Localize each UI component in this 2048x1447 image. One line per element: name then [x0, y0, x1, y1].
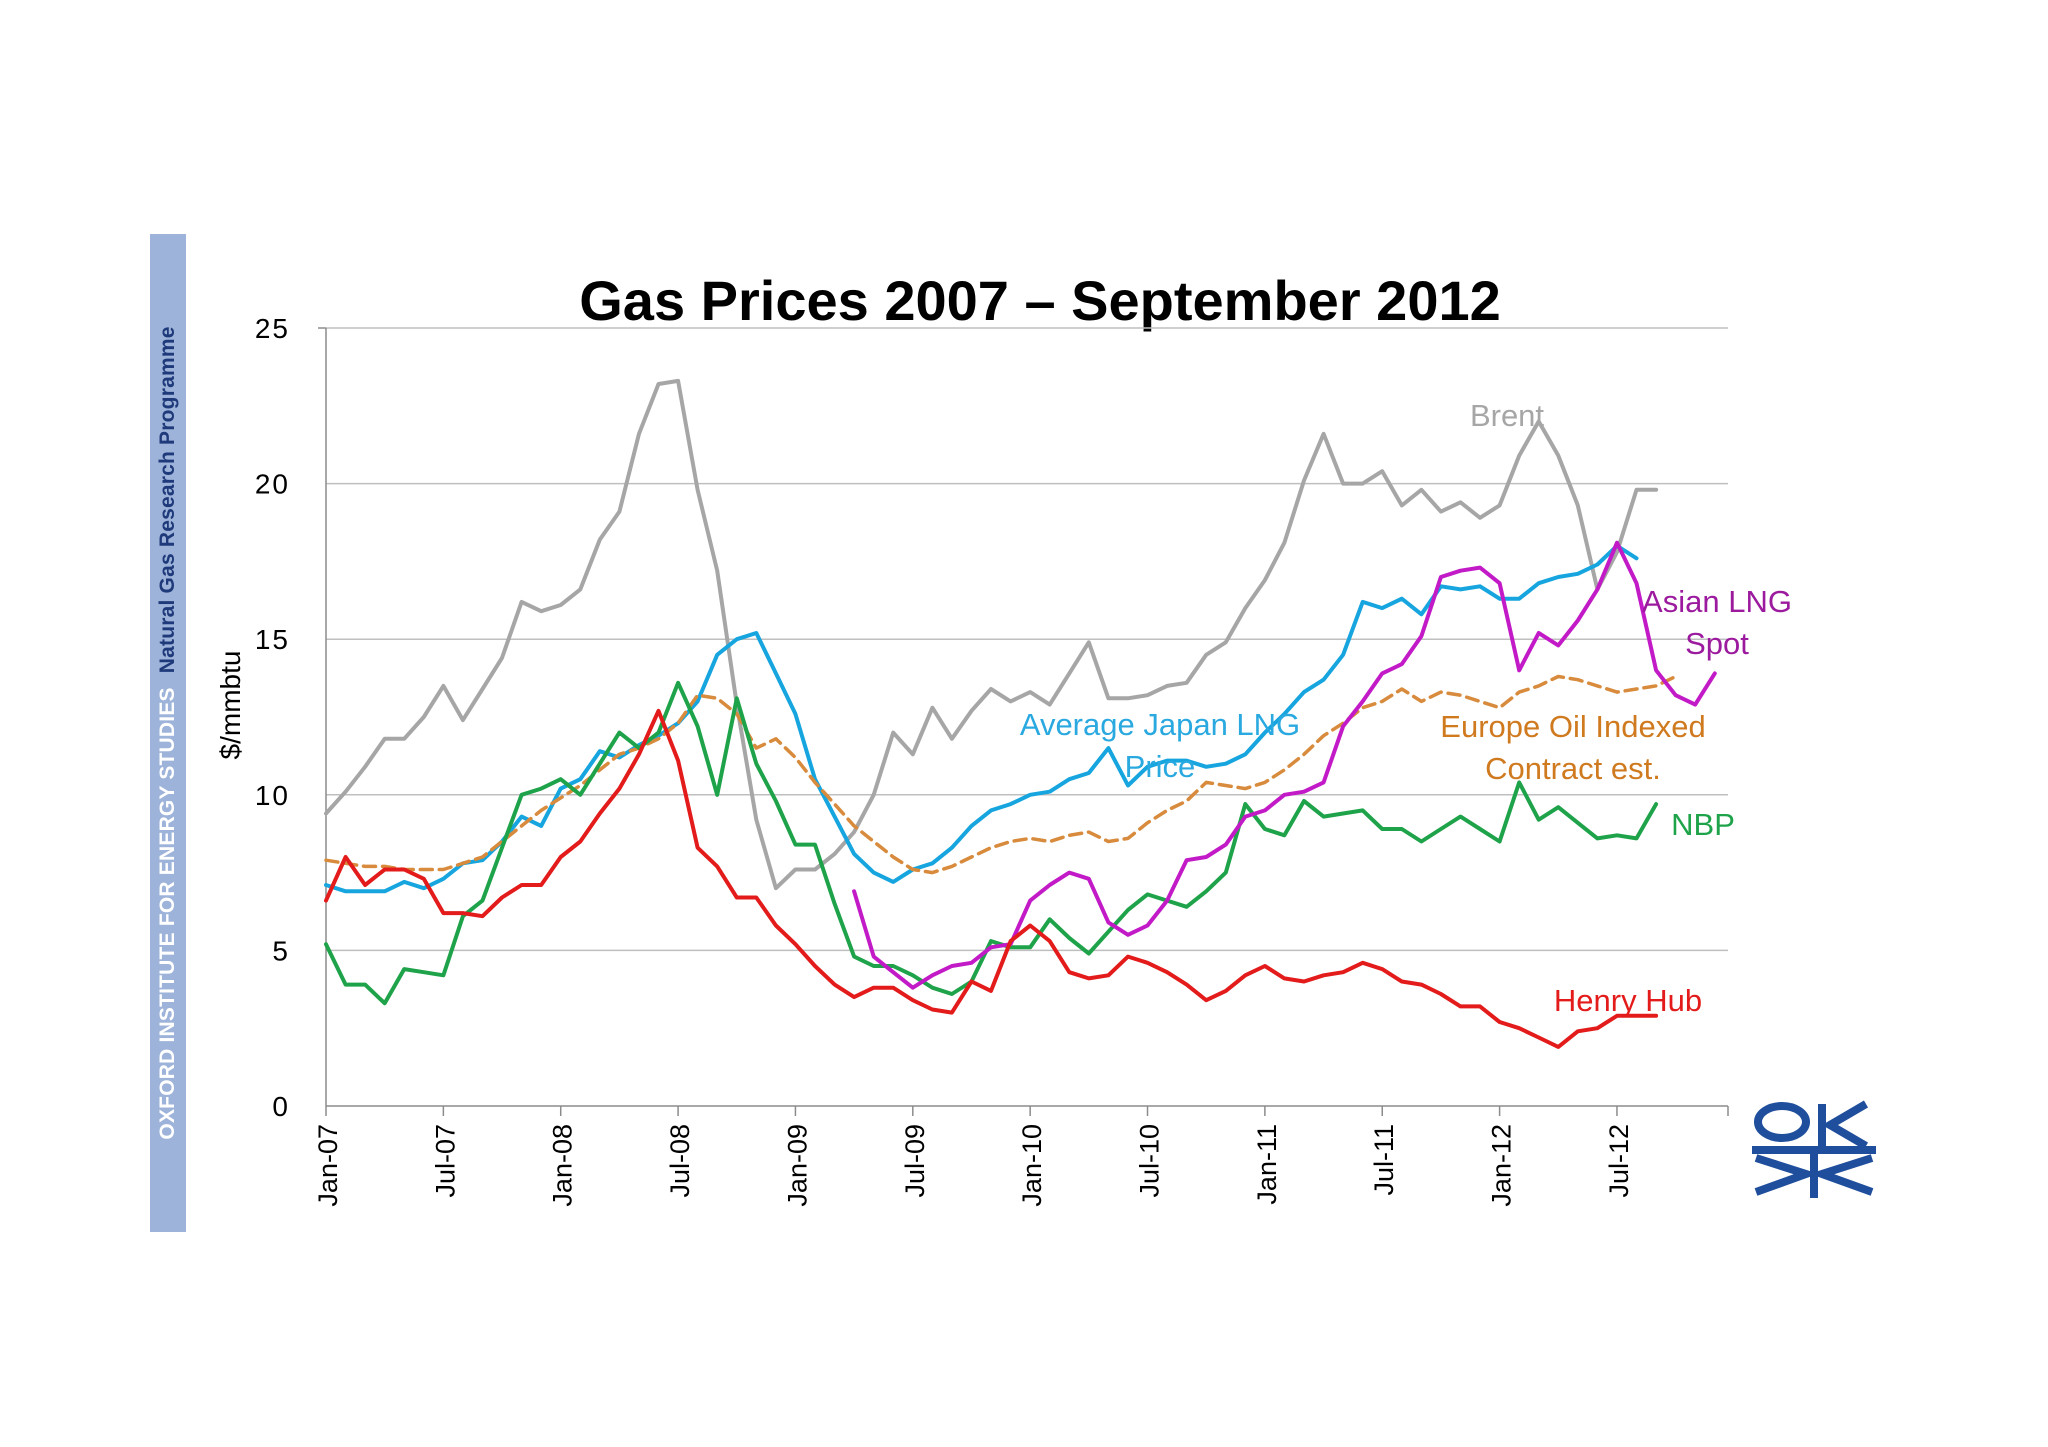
series-label: Average Japan LNG — [1020, 707, 1300, 742]
oies-logo — [1752, 1100, 1876, 1198]
series-label: Contract est. — [1485, 751, 1661, 786]
series-line-0 — [324, 378, 1659, 891]
x-tick-label: Jan-09 — [782, 1124, 812, 1207]
y-tick-label: 20 — [255, 469, 290, 500]
series-label: NBP — [1671, 807, 1735, 842]
axes: 0 5 10 15 20 25 Jan-07 Jul-07 Jan-08 Jul-08 Jan-09… — [255, 313, 1729, 1207]
series-label: Henry Hub — [1554, 983, 1702, 1018]
series-labels: Brent Average Japan LNG Price Europe Oil In… — [1020, 398, 1792, 1018]
sidebar-band — [150, 234, 186, 1232]
series-label: Price — [1125, 749, 1196, 784]
y-tick-label: 25 — [255, 313, 290, 344]
series-lines — [324, 378, 1717, 1049]
x-tick-label: Jul-09 — [900, 1124, 930, 1198]
x-tick-label: Jan-10 — [1017, 1124, 1047, 1207]
series-line-4 — [852, 540, 1717, 990]
x-tick-label: Jul-08 — [665, 1124, 695, 1198]
series-line-3 — [324, 680, 1659, 1006]
x-tick-label: Jan-11 — [1252, 1124, 1282, 1205]
y-tick-label: 10 — [255, 780, 290, 811]
series-label: Asian LNG — [1642, 584, 1792, 619]
series-line-5 — [324, 708, 1659, 1049]
y-axis-label: $/mmbtu — [215, 651, 246, 760]
series-line-2 — [324, 674, 1678, 875]
chart-title: Gas Prices 2007 – September 2012 — [579, 269, 1501, 332]
series-label: Spot — [1685, 626, 1749, 661]
x-tick-label: Jan-08 — [548, 1124, 578, 1207]
series-label: Europe Oil Indexed — [1440, 709, 1705, 744]
x-tick-label: Jan-12 — [1487, 1124, 1517, 1207]
x-tick-label: Jul-12 — [1604, 1124, 1634, 1198]
x-tick-label: Jan-07 — [313, 1124, 343, 1207]
y-tick-label: 0 — [272, 1091, 290, 1122]
y-tick-label: 5 — [272, 935, 290, 966]
x-tick-label: Jul-10 — [1135, 1124, 1165, 1198]
y-tick-label: 15 — [255, 624, 290, 655]
series-line-1 — [324, 543, 1639, 894]
x-tick-label: Jul-07 — [430, 1124, 460, 1198]
series-label: Brent — [1470, 398, 1544, 433]
x-tick-label: Jul-11 — [1369, 1124, 1399, 1196]
